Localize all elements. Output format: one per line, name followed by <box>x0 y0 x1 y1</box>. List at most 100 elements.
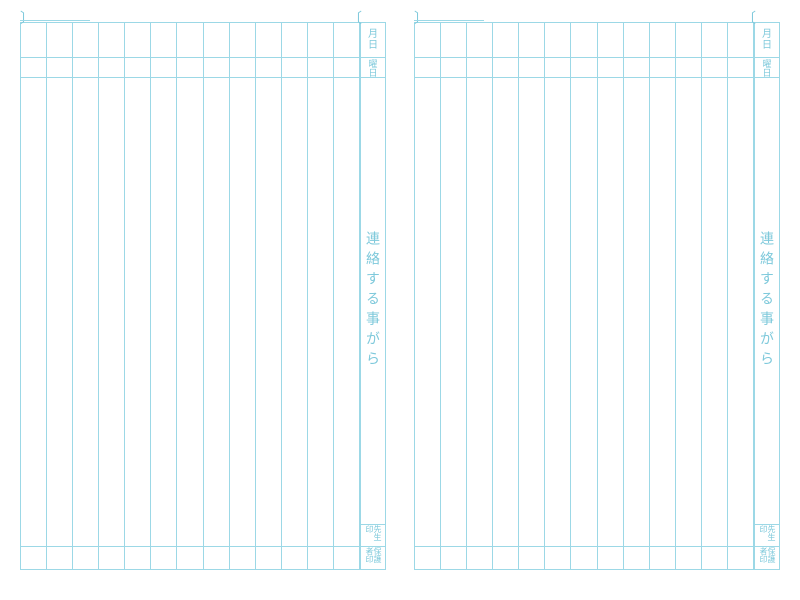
cell <box>125 525 150 547</box>
cell <box>73 547 98 569</box>
cell <box>73 525 98 547</box>
cell <box>151 547 176 569</box>
cell <box>571 547 596 569</box>
weekday-cell: 曜日 <box>755 58 779 78</box>
cell <box>204 547 229 569</box>
page-frame: 〕 〔 月 日 曜日 連絡する事がら 先生印 保護者印 <box>414 22 780 570</box>
cell <box>415 547 440 569</box>
date-cell: 月 日 <box>361 23 385 58</box>
cell <box>728 78 753 525</box>
cell <box>256 78 281 525</box>
page-frame: 〕 〔 月 日 曜日 連絡する事がら 先生印 保護者印 <box>20 22 386 570</box>
cell <box>624 547 649 569</box>
cell <box>334 525 359 547</box>
cell <box>204 525 229 547</box>
heading-cell: 連絡する事がら <box>755 78 779 525</box>
writing-column <box>125 23 151 569</box>
cell <box>624 525 649 547</box>
cell <box>571 58 596 78</box>
cell <box>282 78 307 525</box>
writing-column <box>177 23 203 569</box>
cell <box>308 23 333 58</box>
cell <box>493 58 518 78</box>
cell <box>177 547 202 569</box>
cell <box>493 547 518 569</box>
writing-column <box>256 23 282 569</box>
heading-cell: 連絡する事がら <box>361 78 385 525</box>
month-label: 月 <box>762 29 772 40</box>
cell <box>73 23 98 58</box>
writing-column <box>441 23 467 569</box>
writing-column <box>204 23 230 569</box>
cell <box>230 547 255 569</box>
top-underline <box>414 20 484 21</box>
cell <box>441 78 466 525</box>
cell <box>728 58 753 78</box>
cell <box>99 547 124 569</box>
notebook-page-left: 〕 〔 月 日 曜日 連絡する事がら 先生印 保護者印 <box>0 0 400 600</box>
cell <box>151 58 176 78</box>
cell <box>204 23 229 58</box>
cell <box>493 23 518 58</box>
cell <box>519 547 544 569</box>
notebook-page-right: 〕 〔 月 日 曜日 連絡する事がら 先生印 保護者印 <box>400 0 800 600</box>
cell <box>441 23 466 58</box>
cell <box>308 78 333 525</box>
cell <box>21 547 46 569</box>
cell <box>650 547 675 569</box>
cell <box>624 23 649 58</box>
cell <box>177 23 202 58</box>
writing-column <box>519 23 545 569</box>
cell <box>545 23 570 58</box>
writing-column <box>728 23 754 569</box>
cell <box>676 525 701 547</box>
cell <box>493 525 518 547</box>
cell <box>99 23 124 58</box>
cell <box>282 525 307 547</box>
cell <box>282 23 307 58</box>
writing-column <box>21 23 47 569</box>
cell <box>624 78 649 525</box>
teacher-stamp-cell: 先生印 <box>755 525 779 547</box>
cell <box>99 58 124 78</box>
cell <box>598 58 623 78</box>
header-column: 月 日 曜日 連絡する事がら 先生印 保護者印 <box>360 22 386 570</box>
cell <box>204 78 229 525</box>
cell <box>650 23 675 58</box>
cell <box>598 547 623 569</box>
cell <box>125 547 150 569</box>
writing-column <box>230 23 256 569</box>
cell <box>21 78 46 525</box>
grid: 月 日 曜日 連絡する事がら 先生印 保護者印 <box>20 22 386 570</box>
cell <box>545 58 570 78</box>
cell <box>177 525 202 547</box>
cell <box>177 78 202 525</box>
cell <box>650 78 675 525</box>
cell <box>21 58 46 78</box>
cell <box>47 525 72 547</box>
cell <box>702 547 727 569</box>
date-cell: 月 日 <box>755 23 779 58</box>
cell <box>47 23 72 58</box>
day-label: 日 <box>762 40 772 51</box>
cell <box>151 78 176 525</box>
cell <box>467 547 492 569</box>
cell <box>73 58 98 78</box>
cell <box>545 78 570 525</box>
writing-column <box>151 23 177 569</box>
cell <box>47 58 72 78</box>
cell <box>99 525 124 547</box>
cell <box>519 23 544 58</box>
writing-column <box>467 23 493 569</box>
cell <box>650 525 675 547</box>
teacher-stamp-cell: 先生印 <box>361 525 385 547</box>
writing-columns <box>20 22 360 570</box>
cell <box>282 58 307 78</box>
writing-column <box>598 23 624 569</box>
writing-column <box>702 23 728 569</box>
cell <box>545 547 570 569</box>
guardian-stamp-cell: 保護者印 <box>361 547 385 569</box>
writing-column <box>571 23 597 569</box>
cell <box>571 525 596 547</box>
cell <box>334 23 359 58</box>
